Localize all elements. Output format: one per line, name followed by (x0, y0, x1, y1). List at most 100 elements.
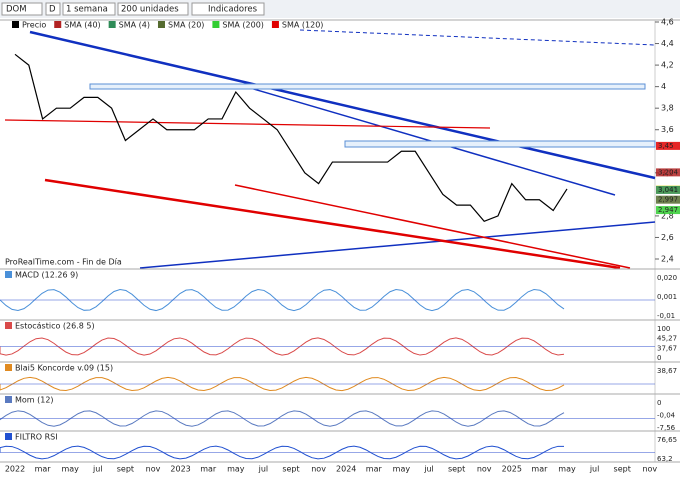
panel-value: 0,020 (657, 274, 677, 282)
x-tick-label: nov (477, 465, 492, 474)
legend-label: SMA (40) (64, 21, 100, 30)
legend-label: SMA (20) (168, 21, 204, 30)
x-tick-label: nov (642, 465, 657, 474)
legend-swatch (54, 21, 62, 28)
price-line (14, 53, 568, 223)
price-label: 3,45 (658, 142, 674, 150)
panel-value: -7,56 (657, 424, 676, 432)
panel-value: 0 (657, 354, 661, 362)
indicators: Indicadores (208, 5, 258, 15)
x-tick-label: sept (117, 465, 134, 474)
y-tick-label: 3,6 (661, 125, 674, 134)
x-tick-label: may (227, 465, 245, 474)
x-tick-label: mar (200, 465, 217, 474)
y-tick-label: 4,4 (661, 39, 674, 48)
price-label: 2,997 (658, 196, 678, 204)
panel-title: MACD (12.26 9) (15, 271, 78, 280)
price-label: 3,041 (658, 186, 678, 194)
price-label-bg (656, 141, 680, 150)
x-tick-label: 2022 (5, 465, 25, 474)
units-box[interactable] (117, 2, 189, 16)
y-tick-label: 4,2 (661, 61, 674, 70)
legend-swatch (12, 21, 19, 28)
panel-swatch (5, 364, 12, 371)
trendline (299, 29, 656, 46)
legend-swatch (271, 21, 279, 28)
legend-label: Precio (22, 21, 46, 30)
panel-title: Mom (12) (15, 396, 54, 405)
x-tick-label: mar (366, 465, 383, 474)
trendline (239, 84, 616, 196)
zone (89, 83, 646, 90)
mode: D (49, 5, 56, 15)
panel-value: 37,67 (657, 344, 677, 352)
trendline (44, 178, 621, 270)
indicator-line (0, 337, 565, 356)
indicator-line (0, 445, 565, 460)
price-label-bg (656, 185, 680, 194)
price-label-bg (656, 168, 680, 177)
y-tick-label: 4,6 (661, 18, 674, 27)
panel-value: 0 (657, 399, 661, 407)
panel-swatch (5, 322, 12, 329)
price-label: 3,204 (658, 168, 679, 176)
indicators-button[interactable] (191, 2, 265, 16)
x-tick-label: mar (35, 465, 52, 474)
price-label: 2,947 (658, 206, 678, 214)
legend-label: SMA (120) (282, 21, 324, 30)
panel-value: -0,04 (657, 412, 676, 420)
x-tick-label: 2025 (502, 465, 522, 474)
y-tick-label: 2,8 (661, 211, 674, 220)
x-tick-label: may (558, 465, 576, 474)
legend-swatch (157, 21, 165, 28)
panel-swatch (5, 396, 12, 403)
y-tick-label: 4 (661, 82, 666, 91)
y-tick-label: 3,8 (661, 104, 674, 113)
indicator-line (0, 288, 565, 312)
x-tick-label: jul (589, 465, 600, 474)
x-tick-label: mar (531, 465, 548, 474)
trendline (139, 221, 656, 269)
panel-value: 0,001 (657, 293, 677, 301)
legend-swatch (212, 21, 220, 28)
price-label-bg (656, 195, 680, 204)
legend-label: SMA (4) (119, 21, 150, 30)
x-tick-label: 2023 (170, 465, 190, 474)
units: 200 unidades (121, 5, 179, 15)
indicator-line (0, 410, 565, 427)
x-tick-label: sept (614, 465, 631, 474)
x-tick-label: jul (92, 465, 103, 474)
symbol-box[interactable] (1, 2, 43, 16)
panel-value: 45,27 (657, 335, 677, 343)
panel-value: 38,67 (657, 367, 677, 375)
panel-swatch (5, 433, 12, 440)
x-tick-label: nov (311, 465, 326, 474)
x-tick-label: may (61, 465, 79, 474)
x-tick-label: 2024 (336, 465, 356, 474)
x-tick-label: jul (423, 465, 434, 474)
panel-value: 100 (657, 325, 670, 333)
x-tick-label: jul (258, 465, 269, 474)
panel-value: 76,65 (657, 436, 677, 444)
y-tick-label: 2,6 (661, 233, 674, 242)
x-tick-label: may (393, 465, 411, 474)
panel-value: -0,01 (657, 312, 675, 320)
panel-value: 63,2 (657, 455, 673, 463)
mode-box[interactable] (45, 2, 61, 16)
indicator-line (0, 376, 565, 392)
period-box[interactable] (62, 2, 116, 16)
zone (344, 140, 656, 148)
x-tick-label: nov (146, 465, 161, 474)
legend-swatch (108, 21, 116, 28)
trendline (4, 119, 491, 129)
footer: ProRealTime.com - Fin de Día (5, 258, 122, 267)
x-tick-label: sept (282, 465, 299, 474)
panel-swatch (5, 271, 12, 278)
legend-label: SMA (200) (222, 21, 264, 30)
symbol: DOM (6, 5, 27, 15)
panel-title: FILTRO RSI (15, 433, 58, 442)
x-tick-label: sept (448, 465, 465, 474)
trendline (29, 30, 656, 180)
y-tick-label: 2,4 (661, 255, 674, 264)
